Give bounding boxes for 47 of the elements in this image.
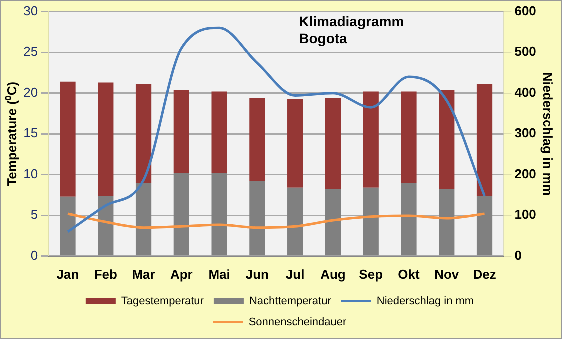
- bar: [60, 82, 76, 197]
- y2-tick-label: 500: [514, 44, 536, 60]
- x-tick-label: Jul: [286, 266, 305, 282]
- y2-tick-label: 300: [514, 126, 536, 141]
- bar: [250, 98, 266, 182]
- y2-axis-title: Niederschlag in mm: [540, 72, 556, 196]
- bar: [325, 98, 342, 190]
- x-tick-label: Mar: [132, 266, 156, 282]
- bar: [439, 90, 455, 190]
- y2-tick-label: 400: [514, 84, 536, 100]
- y2-tick-label: 200: [514, 166, 536, 182]
- legend-label: Sonnenscheindauer: [248, 316, 348, 329]
- legend-label: Tagestemperatur: [121, 296, 204, 308]
- x-tick-label: Apr: [170, 266, 193, 282]
- text: Bogota: [299, 30, 348, 47]
- x-tick-label: Aug: [320, 266, 346, 282]
- y2-tick-label: 0: [514, 248, 522, 263]
- bar: [476, 84, 493, 196]
- bar: [136, 84, 152, 184]
- x-tick-label: Jun: [246, 266, 270, 282]
- y2-tick-label: 600: [514, 3, 536, 18]
- y-tick-label: 0: [30, 248, 38, 263]
- y2-tick-label: 100: [514, 207, 536, 222]
- x-tick-label: Okt: [398, 266, 420, 282]
- y-tick-label: 10: [24, 166, 38, 182]
- bar: [174, 90, 190, 174]
- x-tick-label: Mai: [208, 266, 230, 282]
- y-tick-label: 25: [24, 44, 38, 60]
- bar: [401, 92, 417, 184]
- y-tick-label: 15: [24, 126, 38, 141]
- legend-label: Nachttemperatur: [249, 296, 332, 308]
- x-tick-label: Feb: [94, 266, 118, 282]
- y-tick-label: 20: [24, 84, 38, 100]
- legend-label: Niederschlag in mm: [376, 296, 474, 308]
- y-tick-label: 30: [24, 3, 38, 18]
- y-axis-title: Temperature (⁰C): [4, 82, 20, 186]
- x-tick-label: Dez: [473, 266, 497, 282]
- bar: [363, 92, 379, 188]
- bar: [288, 99, 304, 188]
- x-tick-label: Jan: [56, 266, 80, 282]
- y-tick-label: 5: [30, 207, 38, 222]
- x-tick-label: Nov: [434, 266, 460, 282]
- bar: [212, 92, 228, 174]
- line-series: [66, 212, 486, 230]
- bar: [98, 82, 114, 196]
- x-tick-label: Sep: [359, 266, 384, 282]
- chart-title: Klimadiagramm: [299, 14, 404, 30]
